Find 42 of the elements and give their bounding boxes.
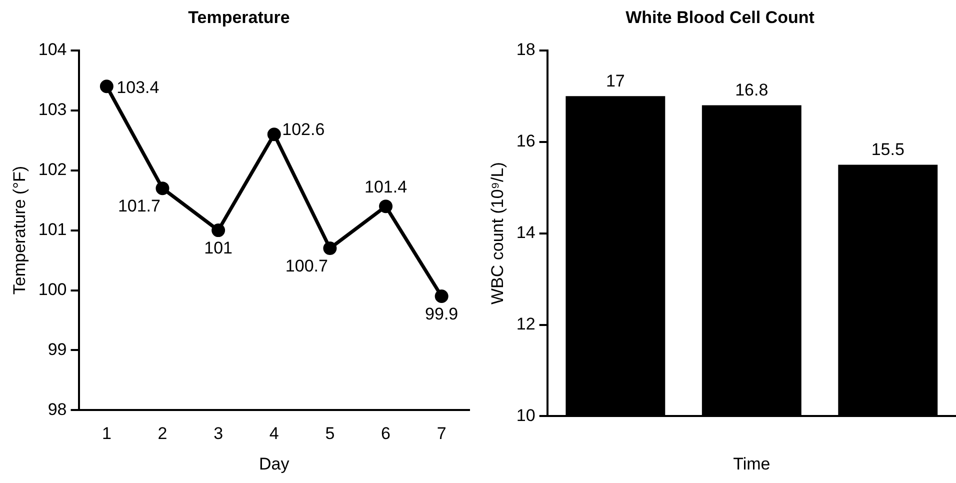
chart-title: White Blood Cell Count: [626, 8, 815, 27]
point: [323, 242, 337, 256]
y-tick-label: 100: [38, 280, 67, 299]
y-axis-title: Temperature (°F): [10, 166, 29, 295]
point: [100, 80, 114, 94]
y-tick-label: 103: [38, 100, 67, 120]
y-axis-title: WBC count (10⁹/L): [488, 162, 507, 304]
data-label: 99.9: [425, 304, 458, 324]
y-tick-label: 14: [516, 222, 536, 242]
x-axis-title: Day: [259, 454, 290, 474]
x-tick-label: 5: [325, 424, 335, 444]
y-tick-label: 12: [516, 314, 536, 334]
y-tick-label: 98: [48, 400, 67, 419]
data-label: 101.7: [118, 196, 160, 216]
point: [379, 200, 393, 214]
y-tick-label: 16: [516, 132, 536, 151]
data-label: 103.4: [116, 78, 160, 98]
y-tick-label: 99: [48, 340, 67, 359]
x-axis-title: Time: [733, 454, 770, 474]
x-tick-label: 7: [436, 424, 446, 444]
y-tick-label: 104: [38, 40, 67, 60]
point: [156, 182, 170, 196]
y-tick-label: 10: [516, 406, 536, 425]
y-tick-label: 18: [516, 40, 536, 60]
data-label: 100.7: [285, 256, 328, 276]
point: [434, 290, 448, 304]
point: [267, 128, 281, 142]
x-tick-label: 1: [102, 424, 112, 444]
x-tick-label: 4: [269, 424, 279, 444]
data-label: 102.6: [282, 120, 325, 140]
data-label: 16.8: [735, 80, 768, 100]
x-tick-label: 6: [381, 424, 391, 444]
data-label: 101: [204, 238, 232, 258]
y-tick-label: 102: [38, 160, 67, 180]
x-tick-label: 2: [158, 424, 168, 444]
point: [212, 224, 226, 238]
data-label: 101.4: [364, 178, 408, 196]
chart-title: Temperature: [188, 8, 290, 27]
y-tick-label: 101: [38, 220, 67, 239]
data-label: 15.5: [871, 140, 904, 159]
x-tick-label: 3: [214, 424, 224, 444]
data-label: 17: [606, 71, 625, 90]
